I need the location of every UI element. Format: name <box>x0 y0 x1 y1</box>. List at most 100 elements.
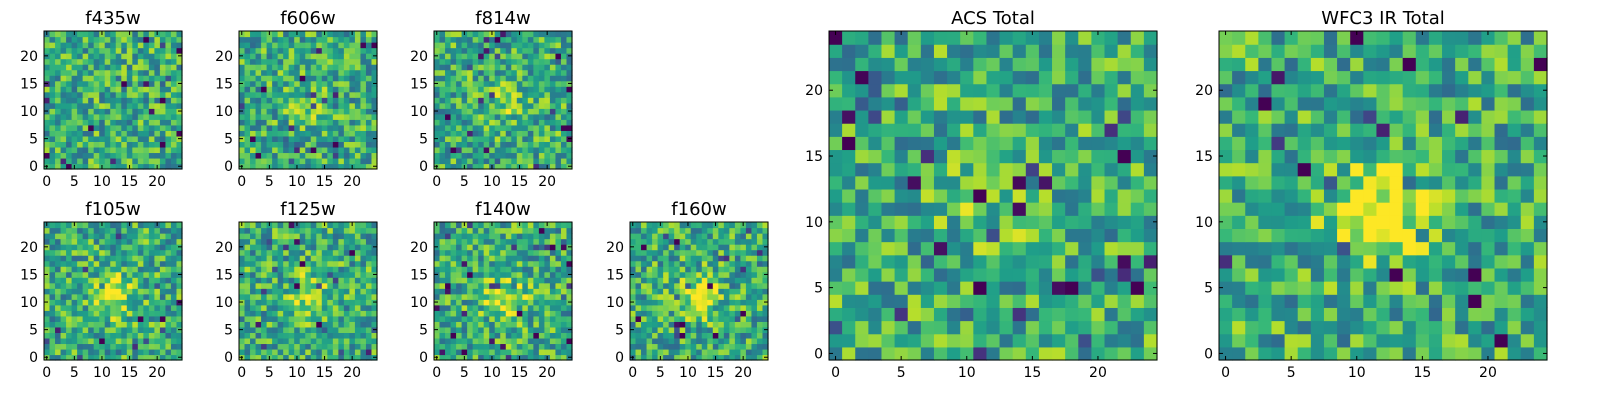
heatmap-cell <box>327 75 334 82</box>
heatmap-cell <box>176 86 183 93</box>
heatmap-cell <box>756 249 764 256</box>
heatmap-cell <box>657 299 664 306</box>
heatmap-cell <box>327 146 334 154</box>
heatmap-cell <box>71 249 78 256</box>
heatmap-cell <box>483 337 490 345</box>
heatmap-cell <box>555 310 562 317</box>
heatmap-cell <box>277 97 284 104</box>
heatmap-cell <box>960 320 974 335</box>
heatmap-cell <box>148 69 155 76</box>
heatmap-cell <box>277 315 284 322</box>
heatmap-cell <box>244 36 251 43</box>
heatmap-cell <box>522 332 529 339</box>
heatmap-cell <box>343 141 350 148</box>
heatmap-cell <box>500 64 507 71</box>
heatmap-cell <box>305 348 312 356</box>
heatmap-cell <box>701 343 708 350</box>
heatmap-cell <box>305 130 312 137</box>
heatmap-cell <box>511 288 518 295</box>
heatmap-cell <box>674 266 681 273</box>
heatmap-cell <box>176 255 183 262</box>
heatmap-cell <box>729 233 736 240</box>
heatmap-cell <box>310 124 317 131</box>
heatmap-cell <box>110 130 117 137</box>
heatmap-cell <box>701 277 708 284</box>
heatmap-cell <box>244 271 251 278</box>
heatmap-cell <box>154 282 161 289</box>
heatmap-cell <box>729 293 736 300</box>
heatmap-cell <box>560 227 568 234</box>
x-tick-label: 5 <box>70 365 79 381</box>
heatmap-cell <box>494 244 501 251</box>
heatmap-cell <box>707 354 714 361</box>
heatmap-cell <box>365 53 373 60</box>
heatmap-cell <box>549 227 557 234</box>
heatmap-cell <box>126 249 133 256</box>
heatmap-cell <box>261 47 268 54</box>
heatmap-cell <box>338 321 345 328</box>
heatmap-cell <box>360 124 367 131</box>
x-tick-label: 10 <box>679 365 697 381</box>
heatmap-cell <box>999 294 1014 308</box>
heatmap-cell <box>973 294 988 308</box>
heatmap-cell <box>261 222 268 229</box>
heatmap-cell <box>137 31 144 38</box>
heatmap-cell <box>332 238 339 245</box>
heatmap-cell <box>77 124 84 131</box>
heatmap-cell <box>641 255 648 262</box>
heatmap-cell <box>365 146 373 154</box>
heatmap-cell <box>288 238 295 245</box>
heatmap-cell <box>343 157 350 165</box>
heatmap-cell <box>555 124 562 131</box>
heatmap-cell <box>472 152 479 159</box>
heatmap-cell <box>132 244 139 251</box>
heatmap-cell <box>696 255 703 262</box>
heatmap-cell <box>332 124 339 131</box>
heatmap-cell <box>1143 175 1158 190</box>
heatmap-cell <box>99 233 106 240</box>
heatmap-cell <box>538 332 545 339</box>
heatmap-cell <box>99 315 106 322</box>
heatmap-cell <box>549 310 557 317</box>
heatmap-cell <box>159 80 167 87</box>
heatmap-cell <box>555 86 562 93</box>
heatmap-cell <box>516 36 523 43</box>
heatmap-cell <box>635 282 642 289</box>
heatmap-cell <box>511 141 518 148</box>
heatmap-cell <box>176 332 183 339</box>
heatmap-cell <box>93 47 100 54</box>
heatmap-cell <box>354 124 362 131</box>
heatmap-cell <box>360 348 367 356</box>
heatmap-cell <box>327 119 334 126</box>
heatmap-cell <box>132 354 139 361</box>
heatmap-cell <box>360 288 367 295</box>
heatmap-cell <box>679 238 686 245</box>
heatmap-cell <box>349 238 356 245</box>
heatmap-cell <box>652 255 659 262</box>
heatmap-cell <box>255 141 262 148</box>
heatmap-cell <box>494 326 501 333</box>
heatmap-cell <box>907 346 922 361</box>
heatmap-cell <box>121 124 128 131</box>
heatmap-cell <box>310 326 317 333</box>
heatmap-cell <box>272 124 279 131</box>
heatmap-cell <box>1091 267 1106 282</box>
heatmap-cell <box>104 315 111 322</box>
heatmap-cell <box>527 141 534 148</box>
heatmap-cell <box>652 227 659 234</box>
heatmap-cell <box>538 80 545 87</box>
heatmap-cell <box>986 254 1001 269</box>
heatmap-cell <box>478 42 485 49</box>
heatmap-cell <box>66 299 73 306</box>
heatmap-cell <box>868 202 883 216</box>
heatmap-cell <box>712 304 719 311</box>
heatmap-cell <box>1130 215 1145 229</box>
heatmap-cell <box>283 354 290 361</box>
heatmap-cell <box>679 304 686 311</box>
heatmap-cell <box>283 288 290 295</box>
heatmap-cell <box>371 146 378 154</box>
heatmap-cell <box>266 113 273 120</box>
heatmap-cell <box>327 64 334 71</box>
heatmap-cell <box>255 163 262 170</box>
heatmap-cell <box>456 31 463 38</box>
